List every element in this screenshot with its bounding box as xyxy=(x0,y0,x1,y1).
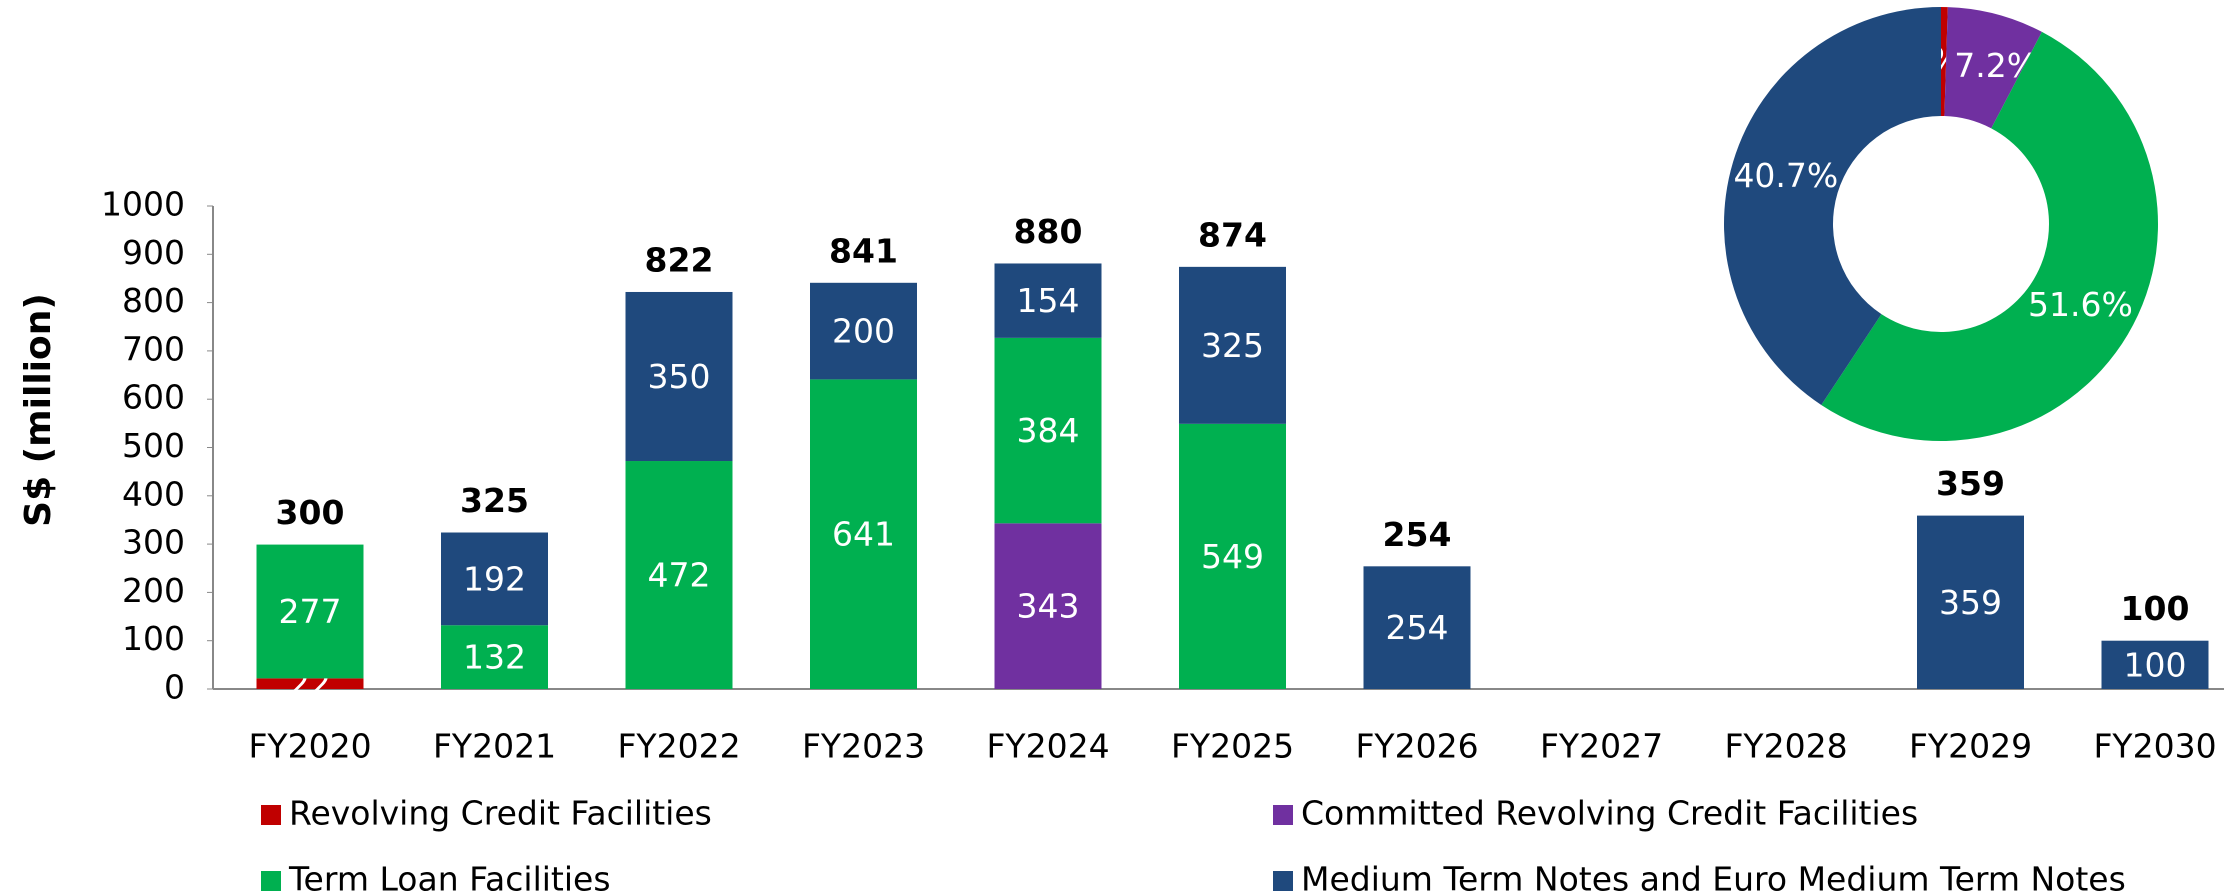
total-label: 874 xyxy=(1198,215,1267,254)
bar-value-label: 641 xyxy=(832,515,895,554)
bar-value-label: 277 xyxy=(279,592,342,631)
bar-value-label: 192 xyxy=(463,559,526,598)
bar-value-label: 325 xyxy=(1201,326,1264,365)
x-tick-label: FY2025 xyxy=(1171,727,1294,766)
total-label: 300 xyxy=(276,493,345,532)
bar-segment xyxy=(625,461,733,689)
bar-value-label: 343 xyxy=(1017,587,1080,626)
bar-segment xyxy=(810,282,917,380)
bar-segment xyxy=(1179,266,1286,424)
legend-swatch xyxy=(1273,871,1293,891)
x-tick-label: FY2029 xyxy=(1909,727,2032,766)
bar-segment xyxy=(994,337,1102,524)
total-label: 100 xyxy=(2121,589,2190,628)
bar-segment xyxy=(441,625,548,689)
legend-label: Medium Term Notes and Euro Medium Term N… xyxy=(1301,860,2126,896)
y-tick-label: 0 xyxy=(164,668,185,707)
bar-segment xyxy=(1917,515,2024,689)
y-tick-label: 700 xyxy=(122,329,185,368)
y-tick-label: 100 xyxy=(122,619,185,658)
bar-value-label: 100 xyxy=(2124,645,2187,684)
total-label: 359 xyxy=(1936,464,2005,503)
bar-value-label: 350 xyxy=(648,357,711,396)
y-tick-label: 900 xyxy=(122,233,185,272)
x-tick-label: FY2022 xyxy=(617,727,740,766)
y-tick-label: 500 xyxy=(122,426,185,465)
bar-segment xyxy=(1363,566,1471,689)
x-tick-label: FY2024 xyxy=(986,727,1109,766)
bar-value-label: 549 xyxy=(1201,537,1264,576)
y-tick-label: 800 xyxy=(122,281,185,320)
x-tick-label: FY2028 xyxy=(1724,727,1847,766)
bar-segment xyxy=(256,544,364,679)
legend-label: Committed Revolving Credit Facilities xyxy=(1301,794,1918,833)
y-tick-label: 1000 xyxy=(101,185,185,224)
x-tick-label: FY2030 xyxy=(2093,727,2216,766)
bar-segment xyxy=(1179,423,1286,689)
bar-value-label: 384 xyxy=(1017,411,1080,450)
x-tick-label: FY2021 xyxy=(433,727,556,766)
donut-segment xyxy=(1724,7,1941,405)
total-label: 325 xyxy=(460,481,529,520)
bar-value-label: 359 xyxy=(1939,583,2002,622)
donut-segment xyxy=(1821,31,2159,442)
total-label: 254 xyxy=(1383,515,1452,554)
bar-segment xyxy=(625,291,733,462)
bar-value-label: 154 xyxy=(1017,281,1080,320)
x-tick-label: FY2026 xyxy=(1355,727,1478,766)
y-tick-label: 200 xyxy=(122,571,185,610)
donut-label: 51.6% xyxy=(2028,285,2133,324)
y-axis-label: S$ (million) xyxy=(18,293,59,527)
bar-segment xyxy=(2101,640,2209,689)
legend-swatch xyxy=(261,805,281,825)
x-tick-label: FY2020 xyxy=(248,727,371,766)
bar-segment xyxy=(994,523,1102,689)
y-tick-label: 400 xyxy=(122,474,185,513)
bar-value-label: 254 xyxy=(1386,608,1449,647)
donut-label: 40.7% xyxy=(1733,156,1838,195)
legend-label: Revolving Credit Facilities xyxy=(289,794,712,833)
y-tick-label: 300 xyxy=(122,523,185,562)
bar-value-label: 200 xyxy=(832,312,895,351)
legend-swatch xyxy=(1273,805,1293,825)
legend-swatch xyxy=(261,871,281,891)
total-label: 880 xyxy=(1014,212,1083,251)
bar-segment xyxy=(441,532,548,626)
total-label: 822 xyxy=(645,240,714,279)
bar-value-label: 472 xyxy=(648,556,711,595)
bar-value-label: 132 xyxy=(463,638,526,677)
bar-segment xyxy=(256,678,364,689)
bar-segment xyxy=(810,379,917,689)
y-tick-label: 600 xyxy=(122,378,185,417)
x-tick-label: FY2023 xyxy=(802,727,925,766)
total-label: 841 xyxy=(829,231,898,270)
bar-segment xyxy=(994,263,1102,338)
donut-segment xyxy=(1944,7,2042,129)
x-tick-label: FY2027 xyxy=(1540,727,1663,766)
legend-label: Term Loan Facilities xyxy=(288,860,611,896)
donut-segment xyxy=(1941,7,1948,117)
